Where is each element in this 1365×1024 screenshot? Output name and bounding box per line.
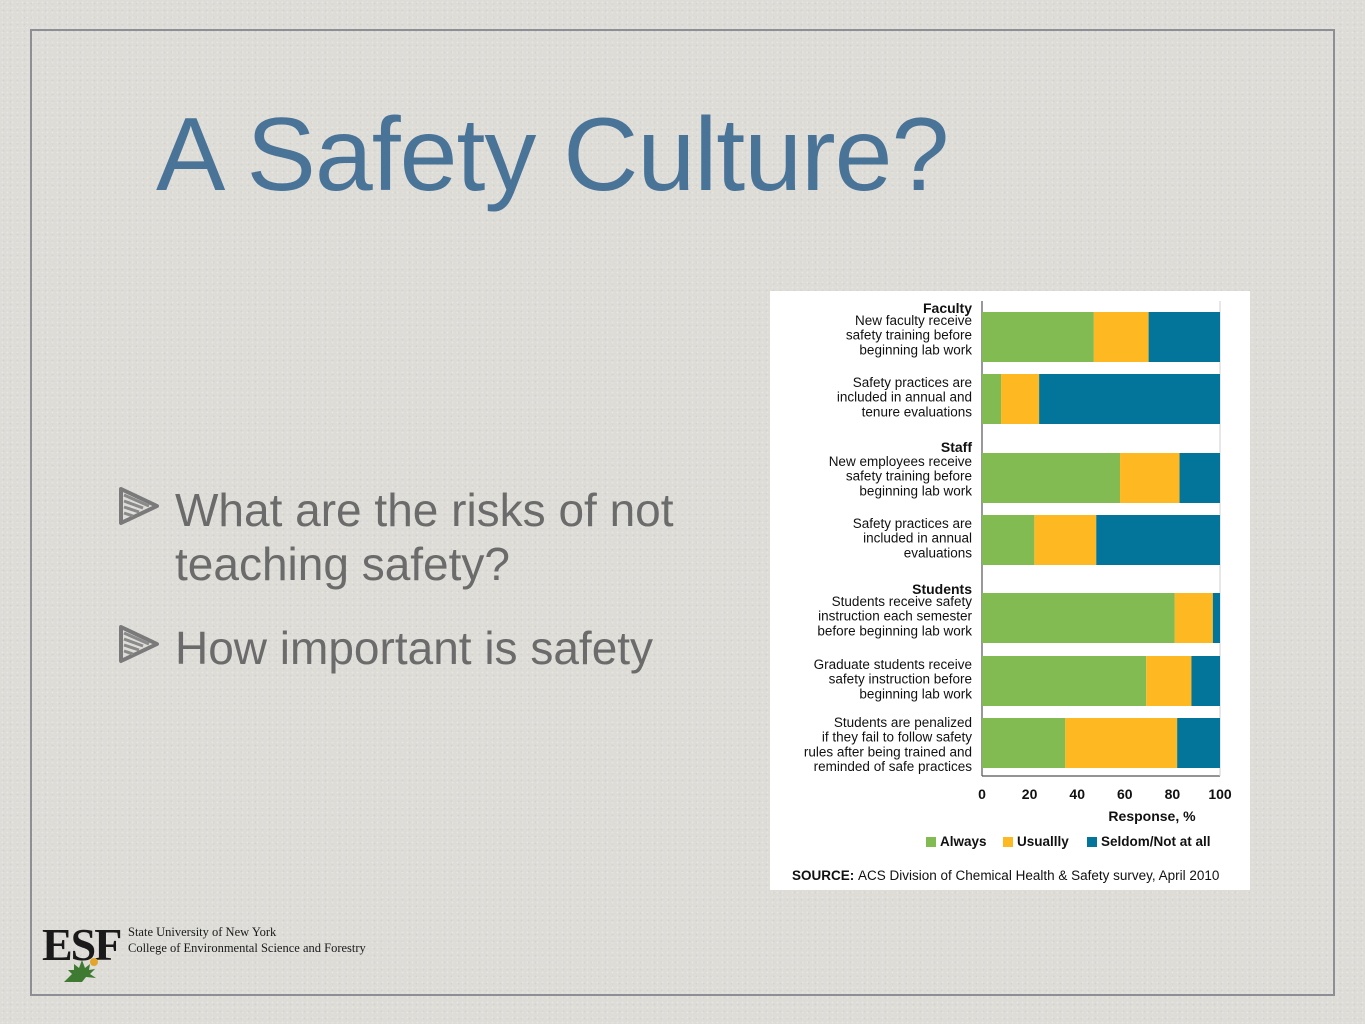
category-label: if they fail to follow safety [822, 730, 972, 745]
bar-segment-seldom-not-at-all [1096, 515, 1220, 565]
legend-swatch [1087, 837, 1097, 847]
bar-segment-seldom-not-at-all [1039, 374, 1220, 424]
x-tick-label: 20 [1022, 786, 1038, 802]
bullet-text: What are the risks of not teaching safet… [175, 484, 674, 590]
category-label: New employees receive [829, 454, 972, 469]
bar-segment-usuallly [1034, 515, 1097, 565]
logo-line-2: College of Environmental Science and For… [128, 941, 366, 955]
x-tick-label: 80 [1165, 786, 1181, 802]
category-label: rules after being trained and [804, 744, 972, 759]
bullet-item: What are the risks of not teaching safet… [115, 483, 735, 591]
category-label: New faculty receive [855, 313, 972, 328]
esf-logo: ESF State University of New York College… [40, 918, 400, 988]
category-label: Safety practices are [853, 516, 972, 531]
category-label: Graduate students receive [814, 657, 972, 672]
legend-label: Usuallly [1017, 834, 1069, 849]
bar-segment-usuallly [1093, 312, 1149, 362]
category-label: Safety practices are [853, 375, 972, 390]
category-label: evaluations [904, 545, 973, 560]
bar-segment-always [982, 374, 1002, 424]
legend-swatch [1003, 837, 1013, 847]
x-tick-label: 100 [1208, 786, 1232, 802]
bar-segment-usuallly [1120, 453, 1180, 503]
bullet-text: How important is safety [175, 622, 654, 674]
category-label: Students receive safety [832, 594, 973, 609]
x-tick-label: 60 [1117, 786, 1133, 802]
x-tick-label: 0 [978, 786, 986, 802]
bullet-item: How important is safety [115, 621, 735, 675]
category-label: included in annual and [837, 390, 972, 405]
slide-title: A Safety Culture? [156, 97, 949, 213]
bar-segment-seldom-not-at-all [1212, 593, 1220, 643]
category-label: Students are penalized [834, 715, 972, 730]
bullet-arrow-icon [119, 625, 159, 663]
bar-segment-usuallly [1065, 718, 1178, 768]
legend-swatch [926, 837, 936, 847]
group-label: Students [912, 581, 972, 597]
bar-segment-always [982, 515, 1035, 565]
category-label: tenure evaluations [862, 404, 973, 419]
bar-segment-seldom-not-at-all [1177, 718, 1220, 768]
maple-leaf-icon [64, 958, 98, 982]
category-label: beginning lab work [859, 483, 972, 498]
legend-label: Always [940, 834, 987, 849]
bullet-arrow-icon [119, 487, 159, 525]
category-label: included in annual [863, 531, 972, 546]
source-note: SOURCE: ACS Division of Chemical Health … [792, 868, 1219, 883]
bar-segment-seldom-not-at-all [1179, 453, 1220, 503]
bar-segment-seldom-not-at-all [1148, 312, 1220, 362]
group-label: Faculty [923, 300, 972, 316]
category-label: reminded of safe practices [814, 759, 973, 774]
category-label: before beginning lab work [817, 623, 972, 638]
bullet-list: What are the risks of not teaching safet… [115, 483, 735, 705]
slide-frame [30, 29, 1335, 996]
category-label: instruction each semester [818, 609, 972, 624]
bar-segment-always [982, 718, 1066, 768]
source-label: SOURCE: [792, 868, 858, 883]
x-axis-title: Response, % [1108, 808, 1196, 824]
x-tick-label: 40 [1069, 786, 1085, 802]
bar-segment-usuallly [1001, 374, 1040, 424]
category-label: safety training before [846, 328, 972, 343]
bar-segment-usuallly [1174, 593, 1213, 643]
bar-segment-always [982, 656, 1147, 706]
category-label: beginning lab work [859, 342, 972, 357]
bar-segment-seldom-not-at-all [1191, 656, 1220, 706]
bar-segment-always [982, 312, 1094, 362]
category-label: safety instruction before [829, 672, 972, 687]
legend-label: Seldom/Not at all [1101, 834, 1211, 849]
bar-segment-usuallly [1146, 656, 1192, 706]
group-label: Staff [941, 439, 972, 455]
survey-chart: Faculty New faculty receive safety trainin… [770, 291, 1250, 890]
bar-segment-always [982, 593, 1175, 643]
source-text: ACS Division of Chemical Health & Safety… [858, 868, 1219, 883]
category-label: safety training before [846, 469, 972, 484]
category-label: beginning lab work [859, 686, 972, 701]
bar-segment-always [982, 453, 1121, 503]
logo-line-1: State University of New York [128, 925, 277, 939]
